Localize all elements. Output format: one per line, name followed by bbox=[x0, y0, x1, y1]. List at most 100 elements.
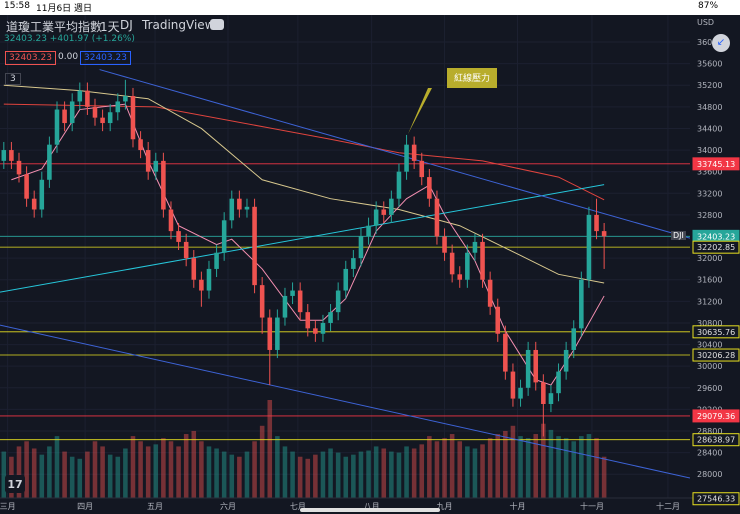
candle-body bbox=[259, 285, 265, 318]
candle-body bbox=[594, 214, 599, 232]
price-tag bbox=[692, 157, 740, 171]
candle-body bbox=[145, 150, 151, 172]
volume-bar bbox=[586, 434, 592, 498]
candle-body bbox=[503, 333, 508, 372]
candle-body bbox=[191, 258, 197, 280]
home-indicator bbox=[300, 508, 440, 512]
candle-body bbox=[427, 177, 432, 199]
y-tick-label: 36000 bbox=[697, 38, 722, 47]
candle-body bbox=[434, 198, 440, 237]
candle-body bbox=[244, 206, 250, 210]
volume-bar bbox=[525, 438, 531, 498]
candle-body bbox=[199, 279, 204, 291]
volume-bar bbox=[138, 441, 143, 498]
candle-body bbox=[47, 144, 52, 180]
candle-body bbox=[366, 225, 371, 237]
volume-bar bbox=[335, 452, 341, 498]
candle-body bbox=[419, 160, 425, 178]
volume-bar bbox=[100, 446, 105, 498]
price-tag-label: 28638.97 bbox=[697, 436, 735, 445]
ask-box[interactable]: 32403.23 bbox=[80, 51, 131, 65]
candle-body bbox=[487, 279, 493, 307]
y-tick-label: 30400 bbox=[697, 341, 722, 350]
candle-body bbox=[16, 160, 22, 175]
volume-bar bbox=[556, 436, 561, 498]
candle-body bbox=[586, 214, 592, 280]
candle-body bbox=[176, 231, 181, 242]
volume-bar bbox=[161, 438, 166, 498]
volume-bar bbox=[168, 441, 174, 498]
volume-bar bbox=[297, 456, 303, 498]
volume-bar bbox=[320, 451, 326, 498]
y-tick-label: 34400 bbox=[697, 124, 722, 133]
candle-body bbox=[381, 209, 387, 215]
volume-bar bbox=[601, 456, 607, 498]
x-tick-label: 五月 bbox=[147, 502, 163, 511]
price-tag-label: 32202.85 bbox=[697, 243, 735, 252]
price-tag bbox=[692, 409, 740, 423]
symbol-tag: DJI bbox=[671, 231, 686, 240]
header-interval[interactable]: 1天 bbox=[100, 20, 120, 34]
candle-body bbox=[579, 279, 584, 329]
candle-body bbox=[556, 371, 561, 394]
header-source: TradingView bbox=[142, 18, 215, 32]
candle-body bbox=[320, 322, 326, 334]
volume-bar bbox=[237, 456, 242, 498]
candle-body bbox=[115, 101, 121, 113]
tv-logo[interactable] bbox=[5, 475, 25, 493]
candle-body bbox=[563, 349, 569, 372]
candle-body bbox=[54, 109, 60, 145]
y-tick-label: 31600 bbox=[697, 276, 722, 285]
candle-body bbox=[252, 206, 257, 286]
candle-body bbox=[153, 160, 159, 172]
candle-body bbox=[77, 90, 83, 102]
candle-body bbox=[297, 290, 303, 313]
volume-bar bbox=[77, 458, 83, 498]
volume-bar bbox=[305, 458, 311, 498]
header-quote: 32403.23 +401.97 (+1.26%) bbox=[4, 34, 135, 44]
volume-bar bbox=[16, 446, 22, 498]
volume-bar bbox=[54, 436, 60, 498]
candle-body bbox=[313, 328, 318, 334]
candle-body bbox=[168, 209, 174, 232]
autoscale-button[interactable]: ↙ bbox=[712, 34, 730, 52]
status-date: 11月6日 週日 bbox=[36, 4, 93, 14]
candle-body bbox=[221, 220, 227, 253]
price-tag-label: 27546.33 bbox=[697, 495, 735, 504]
x-tick-label: 六月 bbox=[220, 501, 236, 511]
volume-bar bbox=[214, 448, 219, 498]
volume-bar bbox=[206, 446, 212, 498]
bid-box[interactable]: 32403.23 bbox=[5, 51, 56, 65]
volume-bar bbox=[244, 451, 250, 498]
volume-bar bbox=[457, 441, 463, 498]
volume-bar bbox=[62, 451, 67, 498]
candle-body bbox=[449, 252, 455, 275]
volume-bar bbox=[389, 451, 394, 498]
candle-body bbox=[518, 387, 523, 399]
volume-bar bbox=[290, 451, 295, 498]
volume-bar bbox=[449, 434, 455, 498]
indicators-toggle[interactable]: 3 bbox=[5, 73, 21, 85]
price-tag-label: 32403.23 bbox=[697, 232, 735, 241]
candle-body bbox=[9, 150, 14, 161]
header-title[interactable]: 道瓊工業平均指數 bbox=[6, 20, 103, 34]
candle-body bbox=[495, 306, 501, 334]
status-time: 15:58 bbox=[4, 1, 30, 11]
tv-logo-text: 17 bbox=[7, 478, 22, 491]
volume-bar bbox=[518, 436, 523, 498]
volume-bar bbox=[39, 454, 45, 498]
candle-body bbox=[130, 96, 136, 140]
volume-bar bbox=[199, 441, 204, 498]
candle-body bbox=[275, 317, 280, 350]
indicator-line bbox=[0, 324, 690, 479]
volume-bar bbox=[1, 451, 7, 498]
volume-bar bbox=[69, 456, 75, 498]
header-toggle[interactable] bbox=[210, 19, 224, 30]
x-tick-label: 七月 bbox=[290, 502, 306, 511]
y-tick-label: 34800 bbox=[697, 103, 722, 112]
currency[interactable]: USD bbox=[697, 18, 715, 27]
status-battery: 87% bbox=[698, 1, 719, 11]
candle-body bbox=[411, 144, 417, 161]
